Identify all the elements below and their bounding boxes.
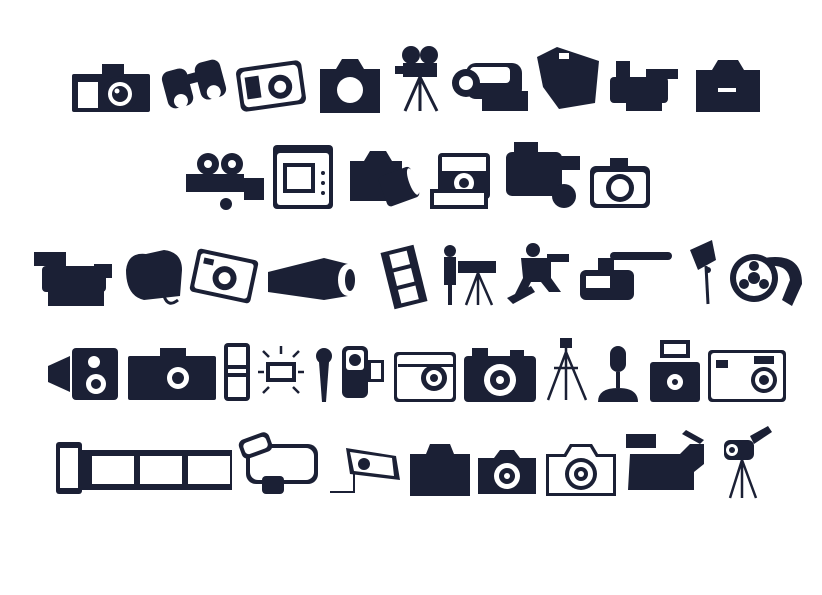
shoulder-camcorder-icon	[34, 248, 112, 306]
cameraman-icon	[440, 245, 498, 306]
tilted-compact-camera-icon	[189, 248, 259, 304]
compact-camera-icon	[236, 58, 306, 114]
small-camera-icon	[478, 448, 536, 494]
film-strip-icon	[380, 244, 428, 310]
tripod-icon	[544, 338, 588, 401]
film-camera-on-tripod-icon	[395, 45, 445, 112]
digital-compact-icon	[708, 350, 786, 402]
dslr-body-icon	[692, 56, 764, 112]
mini-camcorder-icon	[342, 346, 384, 400]
slr-camera-icon	[72, 60, 150, 114]
camera-body-icon	[410, 444, 470, 496]
outline-camera-icon	[394, 348, 456, 402]
security-camera-icon	[268, 252, 370, 304]
movie-projector-icon	[186, 152, 264, 210]
binoculars-icon	[160, 55, 228, 113]
slr-with-strap-icon	[124, 248, 182, 305]
studio-microphone-icon	[596, 346, 640, 402]
film-roll-icon	[56, 440, 232, 496]
flash-camera-icon	[650, 340, 700, 402]
mobile-phone-icon	[224, 343, 250, 401]
handycam-icon	[537, 47, 599, 109]
camera-on-tripod-icon	[716, 420, 774, 499]
camera-flash-icon	[258, 346, 304, 396]
instant-camera-icon	[430, 149, 496, 209]
camcorder-with-mic-icon	[580, 248, 672, 306]
pro-video-camera-icon	[606, 55, 678, 111]
dslr-with-lens-icon	[348, 147, 420, 211]
digital-camera-icon	[273, 145, 333, 209]
broadcast-camera-icon	[506, 142, 580, 208]
old-projector-icon	[48, 348, 118, 400]
studio-light-icon	[686, 240, 724, 305]
tv-camera-icon	[626, 430, 708, 496]
cctv-camera-icon	[330, 444, 402, 496]
point-and-shoot-icon	[590, 158, 650, 208]
rangefinder-camera-icon	[464, 346, 536, 402]
wide-camera-icon	[128, 348, 216, 400]
microphone-icon	[314, 348, 334, 402]
outline-slr-icon	[546, 444, 616, 496]
camcorder-outline-icon	[238, 430, 320, 496]
camcorder-icon	[452, 53, 528, 111]
film-reel-icon	[730, 248, 802, 306]
camera-silhouette-icon	[316, 57, 384, 113]
crane-operator-icon	[507, 242, 569, 304]
